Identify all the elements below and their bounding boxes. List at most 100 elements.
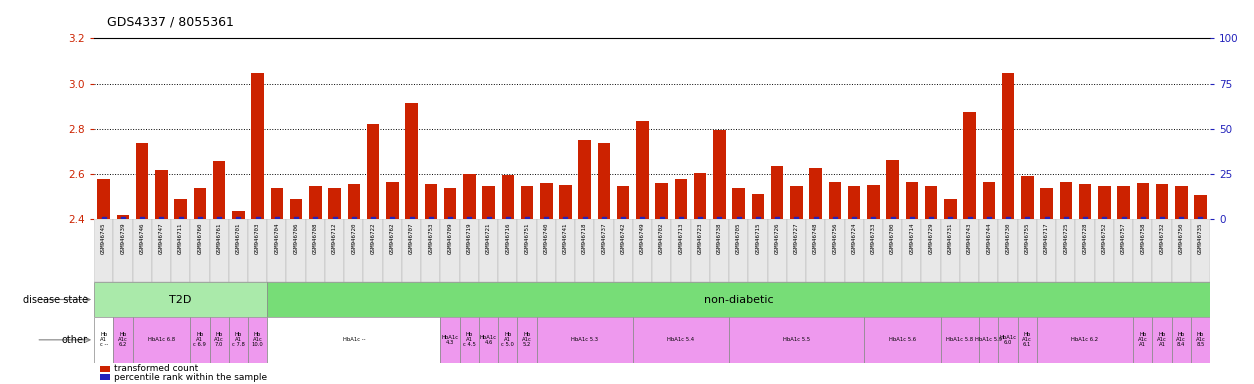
Bar	[117, 215, 129, 219]
Text: GSM946746: GSM946746	[139, 222, 144, 253]
Text: GSM946730: GSM946730	[1006, 222, 1011, 253]
Bar	[498, 317, 518, 363]
Bar	[652, 219, 671, 282]
Point	[1056, 216, 1076, 222]
Bar	[267, 219, 286, 282]
Text: GSM946704: GSM946704	[275, 222, 280, 253]
Bar	[844, 219, 864, 282]
Bar	[251, 73, 263, 219]
Bar	[171, 219, 191, 282]
Bar	[460, 317, 479, 363]
Bar	[325, 219, 344, 282]
Bar	[578, 141, 591, 219]
Text: GSM946749: GSM946749	[640, 222, 645, 253]
Text: Hb
A1c
8.4: Hb A1c 8.4	[1176, 332, 1186, 348]
Bar	[887, 160, 899, 219]
Bar	[440, 317, 460, 363]
Point	[479, 216, 499, 222]
Bar	[155, 170, 168, 219]
Bar	[382, 219, 403, 282]
Text: HbA1c 6.8: HbA1c 6.8	[148, 337, 176, 343]
Bar	[633, 317, 729, 363]
Bar	[228, 317, 248, 363]
Text: HbA1c
4.6: HbA1c 4.6	[480, 335, 497, 345]
Bar	[675, 179, 687, 219]
Text: GSM946713: GSM946713	[678, 222, 683, 253]
Text: GSM946719: GSM946719	[466, 222, 472, 253]
Bar	[1078, 184, 1091, 219]
Bar	[364, 219, 382, 282]
Point	[594, 216, 614, 222]
Text: Hb
A1c
6.1: Hb A1c 6.1	[1022, 332, 1032, 348]
Text: disease state: disease state	[23, 295, 88, 305]
Point	[1190, 216, 1210, 222]
Text: Hb
A1
c --: Hb A1 c --	[99, 332, 108, 348]
Bar	[1175, 186, 1188, 219]
Bar	[191, 219, 209, 282]
Bar	[248, 219, 267, 282]
Bar	[1194, 195, 1206, 219]
Bar	[1037, 219, 1056, 282]
Bar	[1191, 317, 1210, 363]
Bar	[883, 219, 902, 282]
Bar	[537, 317, 633, 363]
Text: GSM946756: GSM946756	[833, 222, 838, 253]
Bar	[940, 219, 961, 282]
Text: Hb
A1c
A1: Hb A1c A1	[1137, 332, 1147, 348]
Bar	[267, 282, 1210, 317]
Bar	[598, 143, 611, 219]
Bar	[286, 219, 306, 282]
Text: GSM946707: GSM946707	[409, 222, 414, 253]
Point	[537, 216, 557, 222]
Bar	[1095, 219, 1114, 282]
Bar	[479, 317, 498, 363]
Bar	[440, 219, 460, 282]
Text: GSM946723: GSM946723	[697, 222, 702, 253]
Text: GSM946743: GSM946743	[967, 222, 972, 253]
Text: GSM946720: GSM946720	[351, 222, 356, 253]
Bar	[1021, 176, 1033, 219]
Text: GSM946701: GSM946701	[236, 222, 241, 253]
Bar	[113, 317, 133, 363]
Text: GSM946700: GSM946700	[890, 222, 895, 253]
Bar	[979, 317, 998, 363]
Bar	[714, 130, 726, 219]
Bar	[925, 186, 937, 219]
Bar	[518, 219, 537, 282]
Bar	[209, 219, 228, 282]
Text: GSM946711: GSM946711	[178, 222, 183, 253]
Text: T2D: T2D	[169, 295, 192, 305]
Point	[652, 216, 672, 222]
Text: GSM946758: GSM946758	[1140, 222, 1145, 253]
Text: GSM946729: GSM946729	[929, 222, 933, 253]
Bar	[922, 219, 940, 282]
Point	[1132, 216, 1152, 222]
Bar	[963, 112, 976, 219]
Text: HbA1c
4.3: HbA1c 4.3	[441, 335, 459, 345]
Text: GSM946752: GSM946752	[1102, 222, 1107, 253]
Bar	[463, 174, 475, 219]
Point	[825, 216, 845, 222]
Point	[401, 216, 421, 222]
Text: GSM946762: GSM946762	[390, 222, 395, 253]
Point	[883, 216, 903, 222]
Text: GSM946709: GSM946709	[448, 222, 453, 253]
Point	[171, 216, 191, 222]
Bar	[613, 219, 633, 282]
Text: GSM946712: GSM946712	[332, 222, 337, 253]
Text: GSM946753: GSM946753	[429, 222, 434, 253]
Bar	[806, 219, 825, 282]
Bar	[1099, 186, 1111, 219]
Bar	[520, 186, 533, 219]
Point	[459, 216, 479, 222]
Bar	[1056, 219, 1076, 282]
Text: GSM946722: GSM946722	[371, 222, 375, 253]
Text: GSM946721: GSM946721	[487, 222, 492, 253]
Text: other: other	[61, 335, 88, 345]
Text: GSM946705: GSM946705	[736, 222, 741, 253]
Text: HbA1c 5.3: HbA1c 5.3	[572, 337, 598, 343]
Point	[364, 216, 384, 222]
Bar	[1171, 219, 1191, 282]
Bar	[421, 219, 440, 282]
Point	[632, 216, 652, 222]
